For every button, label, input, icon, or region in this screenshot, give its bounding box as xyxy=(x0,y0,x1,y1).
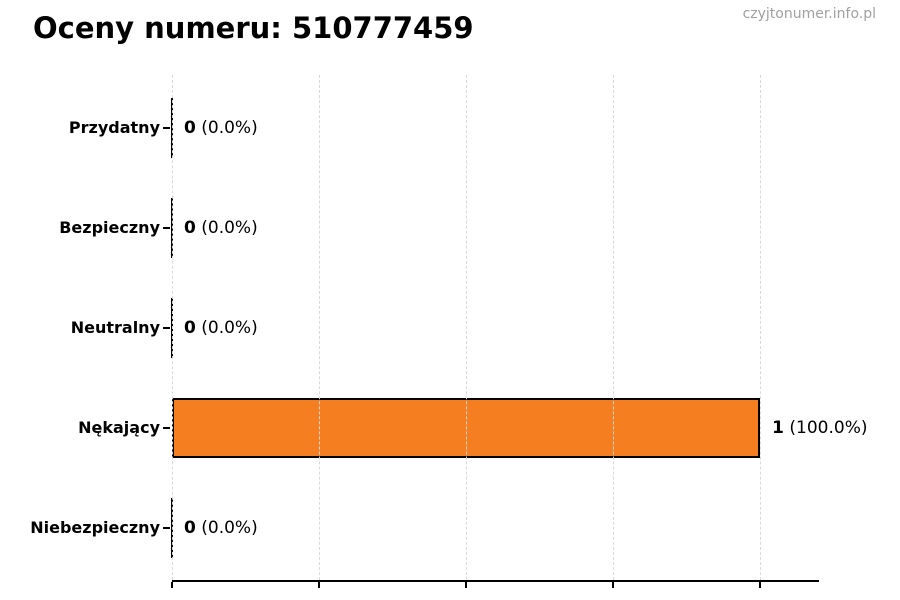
value-percent: (100.0%) xyxy=(784,418,868,438)
x-axis-tick xyxy=(171,582,173,588)
page-title: Oceny numeru: 510777459 xyxy=(33,11,474,45)
category-label: Niebezpieczny xyxy=(30,518,160,537)
value-count: 1 xyxy=(772,418,785,438)
value-percent: (0.0%) xyxy=(195,118,258,138)
value-percent: (0.0%) xyxy=(195,318,258,338)
x-axis-tick xyxy=(318,582,321,588)
value-count: 0 xyxy=(184,218,196,238)
category-label: Nękający xyxy=(78,418,160,437)
gridline xyxy=(759,75,761,580)
category-label: Bezpieczny xyxy=(59,218,160,237)
value-label: 0 (0.0%) xyxy=(184,316,258,340)
value-label: 0 (0.0%) xyxy=(184,116,258,140)
watermark: czyjtonumer.info.pl xyxy=(742,6,876,22)
category-label: Neutralny xyxy=(70,318,160,337)
gridline xyxy=(465,75,467,580)
value-label: 0 (0.0%) xyxy=(184,516,258,540)
y-axis-tick xyxy=(163,227,170,229)
value-label: 1 (100.0%) xyxy=(772,416,867,440)
y-axis-tick xyxy=(163,127,170,129)
plot-area: Przydatny 0 (0.0%) Bezpieczny 0 (0.0%) Neutr… xyxy=(30,75,868,588)
value-label: 0 (0.0%) xyxy=(184,216,258,240)
value-count: 0 xyxy=(184,518,196,538)
value-percent: (0.0%) xyxy=(195,518,258,538)
value-count: 0 xyxy=(184,318,196,338)
y-axis-tick xyxy=(163,527,170,529)
gridline xyxy=(171,75,173,580)
value-percent: (0.0%) xyxy=(195,218,258,238)
x-axis-tick xyxy=(612,582,615,588)
x-axis-tick xyxy=(465,582,468,588)
y-axis-tick xyxy=(163,427,170,429)
y-axis-tick xyxy=(163,327,170,329)
gridline xyxy=(612,75,614,580)
category-label: Przydatny xyxy=(68,118,160,137)
value-count: 0 xyxy=(184,118,196,138)
x-axis-tick xyxy=(759,582,762,588)
gridline xyxy=(318,75,320,580)
